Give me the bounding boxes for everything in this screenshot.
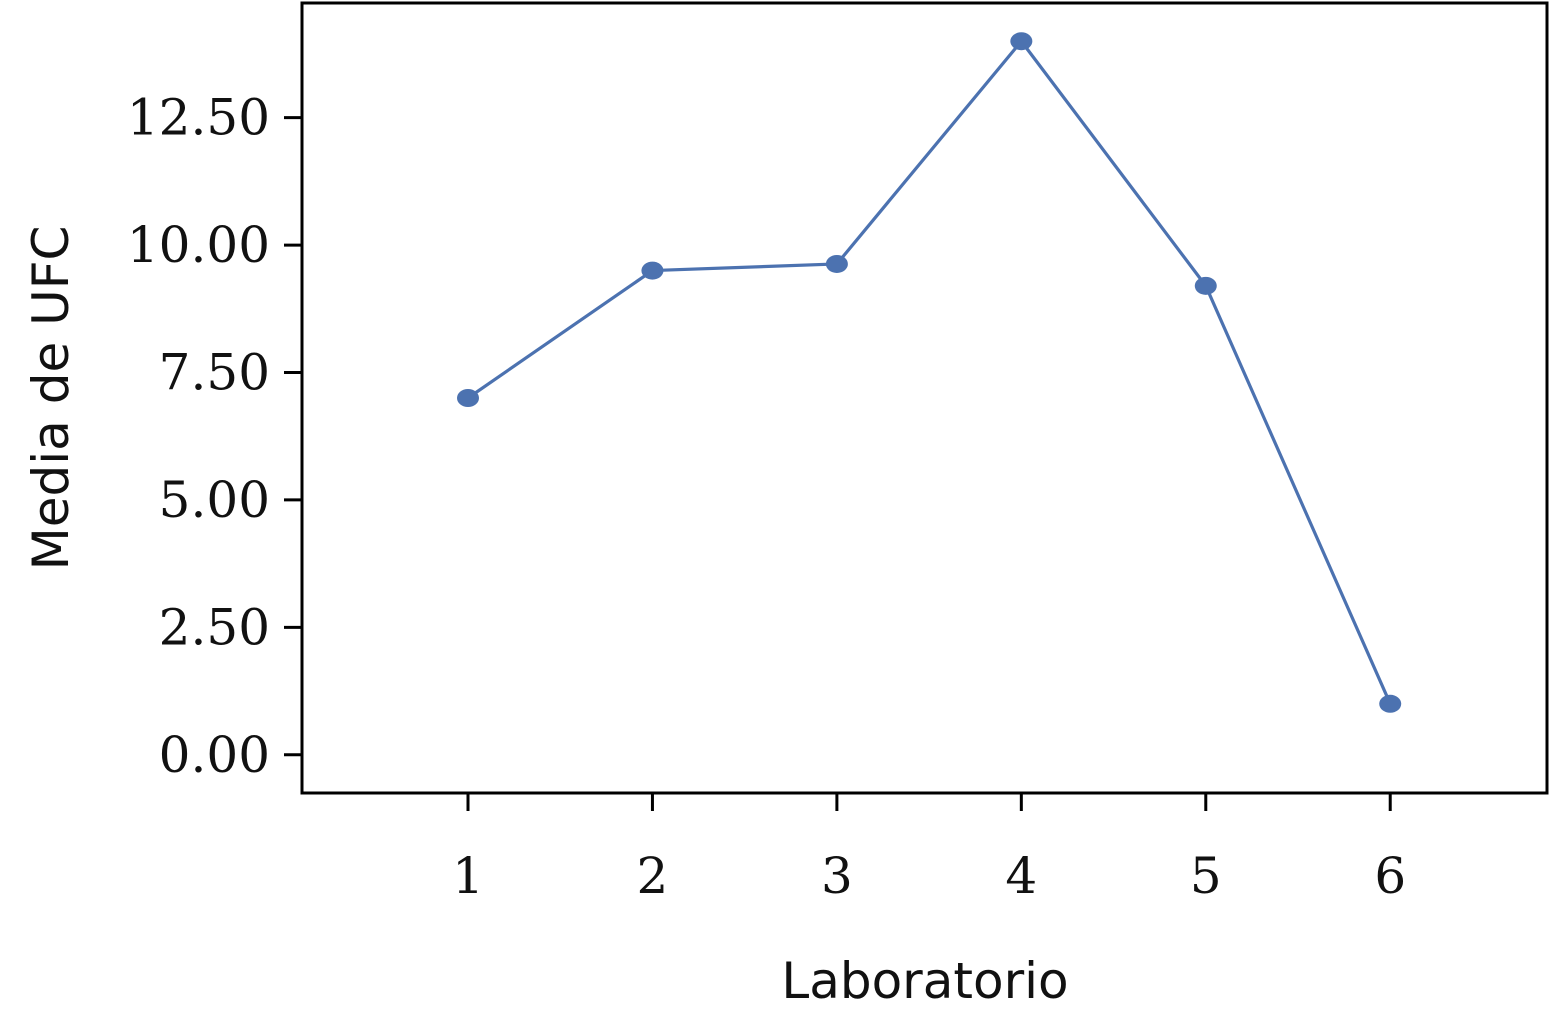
y-tick-label: 10.00 bbox=[127, 216, 270, 274]
data-point bbox=[457, 389, 479, 407]
plot-frame bbox=[300, 1, 1549, 795]
plot-area bbox=[300, 1, 1549, 795]
y-axis-title: Media de UFC bbox=[22, 226, 80, 571]
x-tick-label: 6 bbox=[1374, 847, 1406, 905]
data-point bbox=[1379, 694, 1402, 713]
x-axis-title: Laboratorio bbox=[781, 952, 1068, 1010]
series-layer bbox=[457, 32, 1402, 713]
data-point bbox=[1010, 32, 1033, 51]
y-tick-label: 7.50 bbox=[159, 344, 270, 402]
x-tick-label: 5 bbox=[1190, 847, 1222, 905]
y-tick-label: 12.50 bbox=[127, 89, 270, 147]
data-point bbox=[1194, 276, 1217, 295]
series-line bbox=[467, 38, 1392, 705]
data-point bbox=[641, 261, 664, 280]
x-tick-label: 1 bbox=[452, 847, 484, 905]
y-axis: 0.00 2.50 5.00 7.50 10.00 12.50 bbox=[127, 89, 302, 784]
data-point bbox=[825, 254, 848, 273]
x-tick-label: 4 bbox=[1005, 847, 1037, 905]
y-tick-label: 5.00 bbox=[159, 471, 270, 529]
x-tick-label: 3 bbox=[821, 847, 853, 905]
x-tick-label: 2 bbox=[637, 847, 669, 905]
y-tick-label: 0.00 bbox=[159, 726, 270, 784]
x-axis: 1 2 3 4 5 6 bbox=[452, 793, 1406, 905]
y-tick-label: 2.50 bbox=[159, 598, 270, 656]
